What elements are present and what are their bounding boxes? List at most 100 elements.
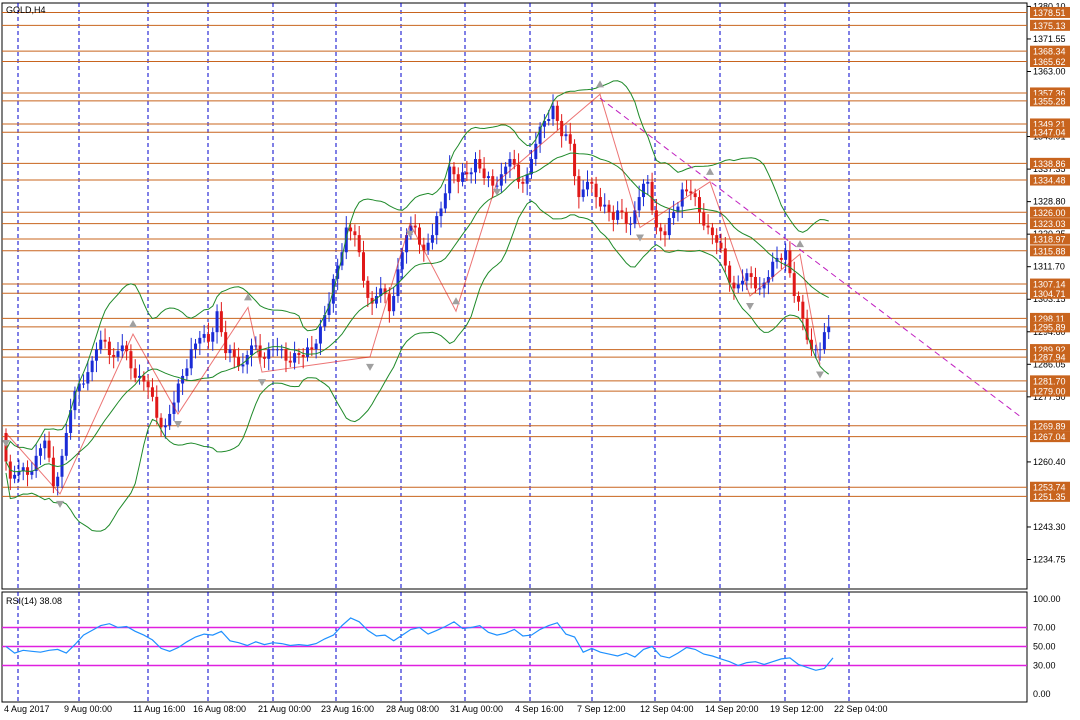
candle-bear [732, 282, 736, 289]
price-tick-label: 1380.10 [1033, 1, 1066, 11]
candle-bear [413, 225, 417, 228]
fractal-up-marker [596, 80, 604, 88]
rsi-tick-label: 70.00 [1033, 623, 1056, 633]
candle-bear [797, 296, 801, 302]
candle-bull [426, 242, 430, 251]
zigzag-line [5, 93, 821, 495]
candle-bull [379, 288, 383, 296]
candle-bull [280, 349, 284, 351]
candle-bear [594, 183, 598, 198]
candle-bull [90, 360, 94, 373]
fractal-down-marker [406, 230, 414, 238]
candle-bear [146, 381, 150, 388]
band-lower-line [5, 200, 830, 532]
rsi-tick-label: 50.00 [1033, 642, 1056, 652]
candle-bull [168, 413, 172, 426]
price-level-label: 1251.35 [1033, 492, 1066, 502]
candle-bull [637, 197, 641, 211]
candle-bull [323, 315, 327, 327]
candle-bull [672, 212, 676, 218]
candle-bull [56, 476, 60, 487]
candle-bear [801, 301, 805, 319]
price-level-label: 1295.89 [1033, 322, 1066, 332]
candle-bear [728, 265, 732, 283]
candle-bull [508, 159, 512, 167]
candle-bear [284, 349, 288, 361]
price-level-box [1030, 233, 1070, 245]
candle-bull [736, 284, 740, 289]
time-axis-label: 22 Sep 04:00 [834, 704, 888, 714]
candle-bear [659, 227, 663, 232]
trend-line [599, 97, 1023, 419]
candle-bull [542, 120, 546, 127]
candle-bear [723, 248, 727, 266]
price-level-box [1030, 174, 1070, 186]
candle-bull [766, 276, 770, 283]
candle-bull [94, 349, 98, 361]
candle-bear [590, 181, 594, 184]
candle-bull [405, 235, 409, 253]
candle-bull [551, 105, 555, 120]
price-level-label: 1287.94 [1033, 353, 1066, 363]
price-tick-label: 1337.35 [1033, 164, 1066, 174]
candle-bear [155, 396, 159, 418]
main-panel-frame [1, 2, 1028, 590]
candle-bull [82, 383, 86, 385]
time-axis-label: 7 Sep 12:00 [577, 704, 626, 714]
candle-bull [400, 252, 404, 270]
fractal-down-marker [746, 303, 754, 310]
rsi-tick-label: 100.00 [1033, 594, 1061, 604]
candle-bear [693, 193, 697, 198]
price-level-label: 1298.11 [1033, 314, 1065, 324]
candle-bear [349, 227, 353, 232]
price-level-label: 1326.00 [1033, 208, 1066, 218]
price-level-label: 1347.04 [1033, 128, 1066, 138]
fractal-down-marker [2, 439, 10, 447]
candle-bear [107, 341, 111, 355]
candle-bear [521, 181, 525, 184]
price-tick-label: 1243.30 [1033, 522, 1066, 532]
candle-bear [560, 120, 564, 137]
candle-bull [176, 383, 180, 403]
candle-bear [150, 387, 154, 397]
candle-bear [719, 242, 723, 249]
time-axis-label: 19 Sep 12:00 [770, 704, 824, 714]
candle-bull [314, 343, 318, 350]
candle-bull [181, 375, 185, 384]
candle-bear [206, 334, 210, 342]
candle-bull [30, 471, 34, 475]
candle-bear [112, 354, 116, 357]
price-level-label: 1323.03 [1033, 219, 1066, 229]
price-level-label: 1368.34 [1033, 47, 1066, 57]
time-axis-label: 28 Aug 08:00 [386, 704, 439, 714]
candle-bull [534, 143, 538, 160]
candle-bear [555, 105, 559, 121]
price-level-box [1030, 245, 1070, 257]
price-level-box [1030, 87, 1070, 99]
candle-bull [336, 265, 340, 279]
candle-bull [448, 166, 452, 194]
candle-bull [396, 269, 400, 296]
candle-bear [297, 353, 301, 355]
candle-bull [64, 432, 68, 456]
price-level-label: 1365.62 [1033, 57, 1066, 67]
time-axis-label: 12 Sep 04:00 [640, 704, 694, 714]
candle-bull [374, 296, 378, 304]
candle-bear [512, 159, 516, 165]
candle-bull [409, 225, 413, 236]
price-level-box [1030, 287, 1070, 299]
candle-bull [77, 383, 81, 392]
price-level-label: 1269.89 [1033, 421, 1066, 431]
price-level-box [1030, 126, 1070, 138]
candle-bull [138, 375, 142, 378]
time-axis-label: 31 Aug 00:00 [450, 704, 503, 714]
candle-bull [581, 189, 585, 198]
candle-bear [232, 349, 236, 357]
candle-bull [646, 181, 650, 184]
price-level-box [1030, 118, 1070, 130]
price-tick-label: 1286.05 [1033, 359, 1066, 369]
candle-bear [51, 457, 55, 487]
candle-bull [99, 339, 103, 350]
candle-bear [258, 345, 262, 357]
